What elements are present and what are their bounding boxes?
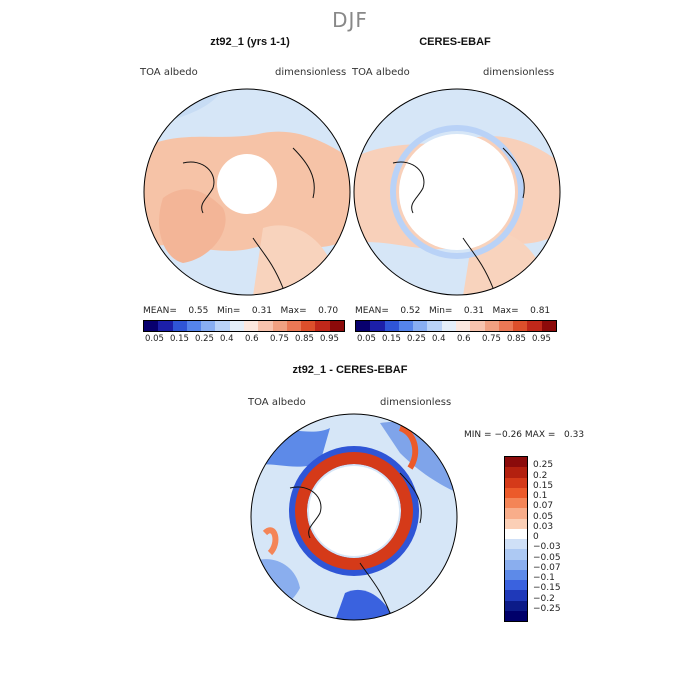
colorbar-diff-label: 0.03	[533, 521, 554, 532]
map-diff-albedo	[250, 413, 458, 621]
colorbar-swatch	[505, 569, 527, 580]
colorbar-swatch	[272, 321, 287, 331]
colorbar-swatch	[172, 321, 187, 331]
colorbar-swatch	[498, 321, 514, 331]
panel-title-model: zt92_1 (yrs 1-1)	[210, 36, 290, 48]
panel-obs-stats: MEAN= 0.52 Min= 0.31 Max= 0.81	[355, 306, 551, 316]
colorbar-swatch	[505, 528, 527, 539]
max-value: 0.33	[564, 430, 585, 440]
colorbar-swatch	[356, 321, 371, 331]
colorbar-swatch	[243, 321, 259, 331]
colorbar-diff-label: 0.05	[533, 511, 554, 522]
colorbar-swatch	[505, 549, 527, 560]
colorbar-tick-label: 0.05	[357, 334, 376, 344]
colorbar-tick-label: 0.85	[295, 334, 314, 344]
colorbar-tick-label: 0.75	[270, 334, 289, 344]
colorbar-diff-label: −0.03	[533, 542, 561, 553]
colorbar-swatch	[398, 321, 414, 331]
colorbar-swatch	[286, 321, 302, 331]
colorbar-obs	[355, 320, 557, 332]
colorbar-diff-label: 0.25	[533, 460, 554, 471]
colorbar-swatch	[384, 321, 399, 331]
colorbar-swatch	[329, 321, 344, 331]
panel-title-diff: zt92_1 - CERES-EBAF	[292, 364, 408, 376]
panel-model-variable-label: TOA albedo	[140, 67, 198, 78]
colorbar-swatch	[229, 321, 244, 331]
colorbar-swatch	[505, 457, 527, 468]
colorbar-tick-label: 0.95	[320, 334, 339, 344]
colorbar-swatch	[505, 477, 527, 488]
colorbar-swatch	[144, 321, 159, 331]
colorbar-diff-label: 0.15	[533, 480, 554, 491]
colorbar-swatch	[301, 321, 316, 331]
colorbar-swatch	[201, 321, 216, 331]
colorbar-swatch	[186, 321, 202, 331]
colorbar-swatch	[441, 321, 456, 331]
colorbar-swatch	[505, 590, 527, 601]
colorbar-tick-label: 0.75	[482, 334, 501, 344]
colorbar-tick-label: 0.6	[245, 334, 259, 344]
colorbar-swatch	[505, 518, 527, 529]
colorbar-tick-label: 0.85	[507, 334, 526, 344]
colorbar-swatch	[484, 321, 499, 331]
panel-obs-units-label: dimensionless	[483, 67, 555, 78]
colorbar-swatch	[505, 508, 527, 519]
colorbar-tick-label: 0.25	[407, 334, 426, 344]
panel-obs-variable-label: TOA albedo	[352, 67, 410, 78]
colorbar-tick-label: 0.25	[195, 334, 214, 344]
panel-diff-units-label: dimensionless	[380, 397, 452, 408]
colorbar-diff-label: 0.2	[533, 470, 548, 481]
panel-title-obs: CERES-EBAF	[419, 36, 491, 48]
colorbar-tick-label: 0.95	[532, 334, 551, 344]
panel-model-stats: MEAN= 0.55 Min= 0.31 Max= 0.70	[143, 306, 339, 316]
colorbar-tick-label: 0.6	[457, 334, 471, 344]
min-value: −0.26	[494, 430, 523, 440]
colorbar-diff-label: 0.07	[533, 501, 554, 512]
min-label: MIN =	[464, 430, 492, 440]
colorbar-diff-label: 0.1	[533, 491, 548, 501]
colorbar-tick-label: 0.4	[432, 334, 446, 344]
panel-diff-minmax: MIN = −0.26 MAX = 0.33	[464, 430, 584, 440]
colorbar-diff-labels: 0.25 0.2 0.15 0.1 0.07 0.05 0.03 0 −0.03 −0.05 −0.…	[533, 456, 593, 620]
colorbar-diff-label: −0.05	[533, 552, 561, 563]
colorbar-swatch	[215, 321, 230, 331]
colorbar-swatch	[455, 321, 471, 331]
colorbar-swatch	[505, 600, 527, 611]
colorbar-swatch	[505, 498, 527, 509]
colorbar-tick-label: 0.4	[220, 334, 234, 344]
max-label: MAX =	[524, 430, 556, 440]
colorbar-diff	[504, 456, 528, 622]
colorbar-swatch	[505, 487, 527, 498]
colorbar-swatch	[370, 321, 385, 331]
colorbar-swatch	[505, 467, 527, 478]
colorbar-tick-label: 0.05	[145, 334, 164, 344]
map-model-albedo	[143, 88, 351, 296]
colorbar-diff-label: 0	[533, 532, 539, 542]
colorbar-swatch	[505, 539, 527, 550]
colorbar-swatch	[527, 321, 542, 331]
colorbar-model	[143, 320, 345, 332]
colorbar-diff-label: −0.25	[533, 603, 561, 614]
map-obs-albedo	[353, 88, 561, 296]
colorbar-swatch	[315, 321, 330, 331]
colorbar-swatch	[505, 559, 527, 570]
colorbar-swatch	[505, 610, 527, 621]
season-title: DJF	[332, 8, 368, 32]
colorbar-swatch	[541, 321, 556, 331]
panel-diff-variable-label: TOA albedo	[248, 397, 306, 408]
colorbar-diff-label: −0.07	[533, 562, 561, 573]
colorbar-swatch	[470, 321, 485, 331]
colorbar-swatch	[158, 321, 173, 331]
colorbar-swatch	[505, 580, 527, 591]
colorbar-diff-label: −0.2	[533, 593, 555, 604]
panel-model-units-label: dimensionless	[275, 67, 347, 78]
colorbar-swatch	[413, 321, 428, 331]
colorbar-diff-label: −0.1	[533, 573, 555, 583]
colorbar-diff-label: −0.15	[533, 583, 561, 594]
colorbar-swatch	[513, 321, 528, 331]
colorbar-swatch	[258, 321, 273, 331]
colorbar-swatch	[427, 321, 442, 331]
colorbar-tick-label: 0.15	[170, 334, 189, 344]
colorbar-tick-label: 0.15	[382, 334, 401, 344]
